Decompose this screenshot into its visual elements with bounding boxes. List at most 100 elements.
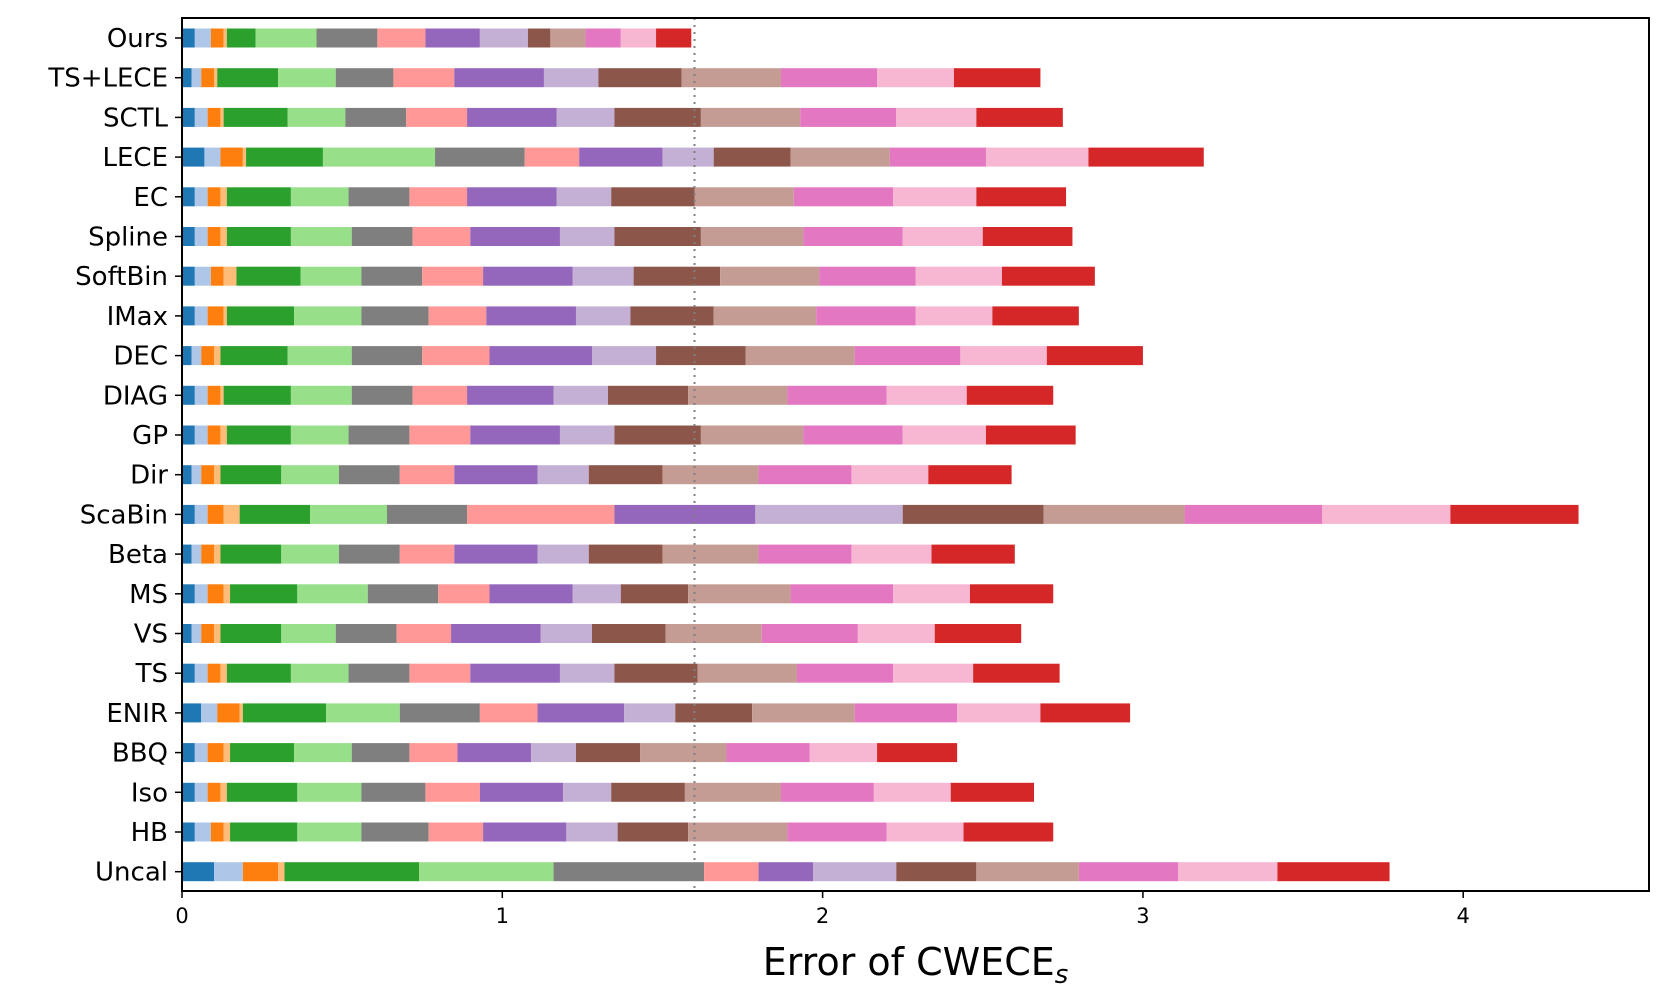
bar-segment <box>242 862 279 882</box>
bar-segment <box>220 187 227 207</box>
bar-segment <box>630 306 714 326</box>
bar-segment <box>191 465 202 485</box>
bar-row-gp <box>182 425 1076 445</box>
bar-segment <box>553 862 705 882</box>
bar-segment <box>813 862 897 882</box>
bar-segment <box>640 743 727 763</box>
bar-segment <box>182 504 195 524</box>
bar-segment <box>540 624 592 643</box>
bar-segment <box>675 703 753 723</box>
bar-segment <box>428 822 484 842</box>
bar-row-ours <box>182 28 692 48</box>
bar-segment <box>889 147 986 167</box>
bar-segment <box>1088 147 1204 167</box>
bar-segment <box>902 504 1044 524</box>
bar-segment <box>588 544 663 564</box>
bar-segment <box>220 227 227 246</box>
x-axis-label-subscript: s <box>1055 960 1069 990</box>
bar-row-spline <box>182 227 1073 246</box>
bar-segment <box>969 584 1054 604</box>
bar-segment <box>697 663 797 683</box>
bar-segment <box>563 782 612 802</box>
bar-segment <box>210 822 224 842</box>
bar-segment <box>688 584 791 604</box>
bar-segment <box>470 227 560 246</box>
bar-segment <box>851 465 929 485</box>
bar-segment <box>614 107 701 127</box>
bar-segment <box>614 227 701 246</box>
bar-segment <box>720 266 820 286</box>
bar-segment <box>620 584 689 604</box>
bar-segment <box>207 584 224 604</box>
bar-segment <box>207 385 221 405</box>
bar-segment <box>758 862 814 882</box>
bar-segment <box>527 28 551 48</box>
bar-row-diag <box>182 385 1054 405</box>
bar-segment <box>857 624 935 643</box>
bar-segment <box>214 862 243 882</box>
bar-segment <box>294 743 352 763</box>
y-tick-label: EC <box>133 183 168 213</box>
bar-segment <box>361 306 429 326</box>
bar-segment <box>957 703 1041 723</box>
bar-segment <box>290 227 352 246</box>
bar-segment <box>226 782 298 802</box>
bar-segment <box>992 306 1079 326</box>
bar-segment <box>617 822 689 842</box>
bar-segment <box>194 306 208 326</box>
bar-segment <box>803 227 903 246</box>
bar-segment <box>201 465 215 485</box>
bar-segment <box>290 663 349 683</box>
bar-segment <box>220 425 227 445</box>
bar-segment <box>425 28 480 48</box>
bar-segment <box>537 465 589 485</box>
bar-segment <box>182 346 192 366</box>
bar-segment <box>537 703 625 723</box>
bar-segment <box>976 862 1079 882</box>
bar-segment <box>531 743 576 763</box>
bar-segment <box>896 862 977 882</box>
bar-segment <box>976 187 1067 207</box>
bar-segment <box>483 822 567 842</box>
y-tick-label: DEC <box>113 342 168 372</box>
y-tick-label: SCTL <box>103 103 169 133</box>
bar-segment <box>816 306 916 326</box>
bar-segment <box>1450 504 1579 524</box>
y-tick-label: Ours <box>107 24 168 54</box>
bar-segment <box>207 227 221 246</box>
bar-row-imax <box>182 306 1079 326</box>
bar-segment <box>310 504 387 524</box>
bar-segment <box>966 385 1054 405</box>
bar-segment <box>230 743 295 763</box>
bar-segment <box>246 147 323 167</box>
bar-segment <box>223 584 231 604</box>
y-tick-label: GP <box>132 421 168 451</box>
bar-segment <box>454 465 538 485</box>
x-tick-label: 1 <box>496 904 509 928</box>
bar-segment <box>335 68 394 88</box>
bar-segment <box>893 187 977 207</box>
bar-segment <box>479 782 564 802</box>
bar-segment <box>223 822 231 842</box>
y-tick-label: Spline <box>88 223 168 253</box>
bar-segment <box>214 346 221 366</box>
bar-segment <box>1322 504 1451 524</box>
bar-segment <box>704 862 759 882</box>
bar-segment <box>454 544 538 564</box>
bar-segment <box>419 862 554 882</box>
bar-segment <box>486 306 576 326</box>
bar-segment <box>902 425 986 445</box>
y-tick-label: DIAG <box>103 381 168 411</box>
bar-segment <box>207 425 221 445</box>
bar-segment <box>194 107 208 127</box>
bar-segment <box>758 465 852 485</box>
bar-segment <box>214 465 221 485</box>
bar-segment <box>182 703 202 723</box>
bar-segment <box>191 544 202 564</box>
bar-segment <box>1277 862 1390 882</box>
bar-segment <box>688 822 788 842</box>
bar-segment <box>425 782 480 802</box>
bar-segment <box>194 385 208 405</box>
bar-segment <box>194 187 208 207</box>
